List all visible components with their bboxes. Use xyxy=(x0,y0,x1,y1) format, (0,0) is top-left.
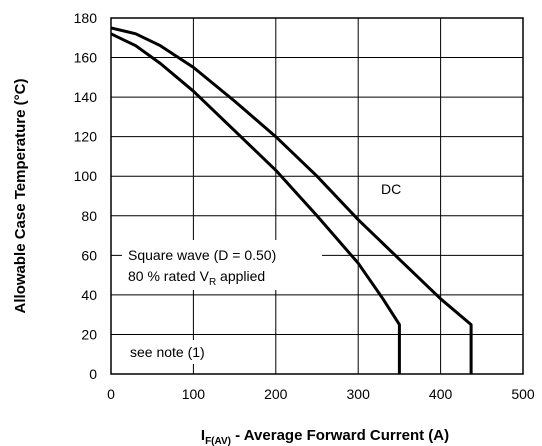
series-line xyxy=(110,32,401,374)
y-tick-label: 140 xyxy=(74,89,98,105)
note-label-bg xyxy=(122,340,232,364)
x-tick-label: 400 xyxy=(429,386,453,402)
y-tick-label: 120 xyxy=(74,129,98,145)
x-tick-label: 100 xyxy=(182,386,206,402)
tick-labels: 0 100 200 300 400 500 0 20 40 60 80 100 120 140 160 180 xyxy=(74,10,535,402)
y-tick-label: 40 xyxy=(81,287,97,303)
rated-vr-label-sub: R xyxy=(209,277,216,288)
x-axis-title-main: I xyxy=(201,427,205,444)
dc-label: DC xyxy=(381,181,401,197)
y-axis-title: Allowable Case Temperature (°C) xyxy=(12,79,29,314)
y-tick-label: 80 xyxy=(81,208,97,224)
x-tick-label: 0 xyxy=(107,386,115,402)
y-tick-label: 20 xyxy=(81,326,97,342)
y-tick-label: 180 xyxy=(74,10,98,26)
y-tick-label: 0 xyxy=(89,366,97,382)
rated-vr-label-b: applied xyxy=(216,268,265,284)
x-axis-title-rest: - Average Forward Current (A) xyxy=(231,427,449,444)
x-axis-title: IF(AV) - Average Forward Current (A) xyxy=(201,427,449,446)
series-lines xyxy=(110,26,473,374)
series-line xyxy=(110,26,473,374)
grid xyxy=(111,18,523,374)
plot-frame xyxy=(110,17,524,375)
y-tick-label: 160 xyxy=(74,50,98,66)
square-wave-label: Square wave (D = 0.50) xyxy=(128,247,276,263)
y-tick-label: 60 xyxy=(81,247,97,263)
x-tick-label: 500 xyxy=(511,386,535,402)
note-label: see note (1) xyxy=(130,344,205,360)
x-tick-label: 200 xyxy=(264,386,288,402)
axes xyxy=(110,17,524,375)
x-axis-title-sub: F(AV) xyxy=(205,436,231,446)
square-wave-label-bg xyxy=(122,240,322,290)
dc-label-bg xyxy=(374,177,418,201)
y-tick-label: 100 xyxy=(74,168,98,184)
rated-vr-label-a: 80 % rated V xyxy=(128,268,210,284)
x-tick-label: 300 xyxy=(347,386,371,402)
rated-vr-label: 80 % rated VR applied xyxy=(128,268,265,288)
